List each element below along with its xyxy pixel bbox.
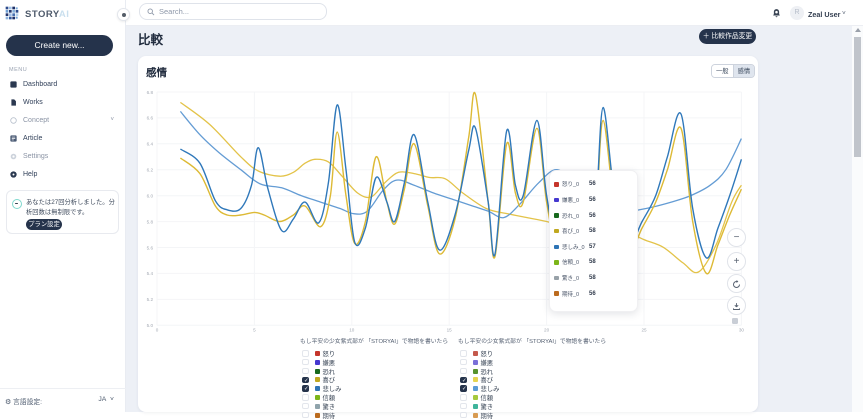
svg-text:6.2: 6.2 xyxy=(147,168,154,173)
svg-text:15: 15 xyxy=(447,328,453,333)
svg-text:5.2: 5.2 xyxy=(147,297,154,302)
svg-text:25: 25 xyxy=(641,328,647,333)
svg-text:6.4: 6.4 xyxy=(147,142,154,147)
svg-text:6.8: 6.8 xyxy=(147,90,154,95)
svg-text:5.4: 5.4 xyxy=(147,271,154,276)
svg-text:10: 10 xyxy=(349,328,355,333)
svg-text:5.6: 5.6 xyxy=(147,245,154,250)
svg-text:6.0: 6.0 xyxy=(147,194,154,199)
svg-text:5.8: 5.8 xyxy=(147,219,154,224)
svg-text:5.0: 5.0 xyxy=(147,323,154,328)
svg-text:20: 20 xyxy=(544,328,550,333)
svg-text:30: 30 xyxy=(739,328,745,333)
svg-text:6.6: 6.6 xyxy=(147,116,154,121)
svg-text:5: 5 xyxy=(253,328,256,333)
svg-text:0: 0 xyxy=(156,328,159,333)
